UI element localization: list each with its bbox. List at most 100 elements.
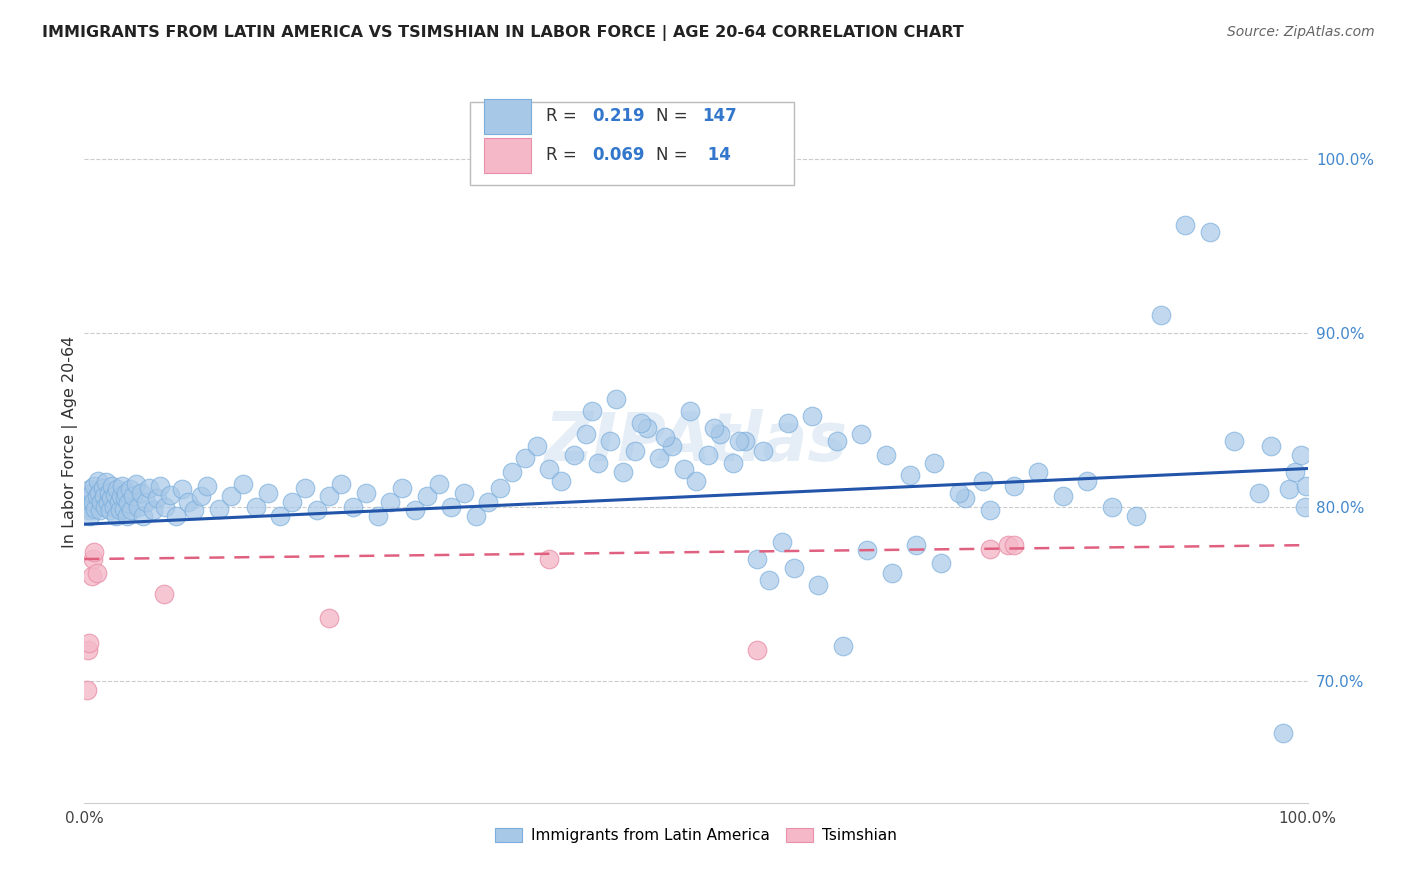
Point xyxy=(115,508,138,523)
Point xyxy=(654,430,676,444)
Point xyxy=(801,409,824,424)
Point xyxy=(586,456,609,470)
Point xyxy=(538,461,561,475)
Point xyxy=(105,508,128,523)
Point xyxy=(82,494,104,508)
Point xyxy=(83,545,105,559)
Point xyxy=(1150,308,1173,322)
Point xyxy=(776,417,799,431)
Point xyxy=(87,486,110,500)
Text: ZIPAtlas: ZIPAtlas xyxy=(544,409,848,475)
Point xyxy=(79,483,101,497)
Text: N =: N = xyxy=(655,107,693,125)
Text: R =: R = xyxy=(546,146,582,164)
Point xyxy=(599,434,621,448)
Point xyxy=(697,448,720,462)
Point xyxy=(183,503,205,517)
Point xyxy=(1052,489,1074,503)
Text: Source: ZipAtlas.com: Source: ZipAtlas.com xyxy=(1227,25,1375,39)
Point xyxy=(159,488,181,502)
Text: 14: 14 xyxy=(702,146,731,164)
Point xyxy=(111,479,134,493)
Point xyxy=(1198,225,1220,239)
Point xyxy=(630,417,652,431)
Point xyxy=(734,434,756,448)
Point xyxy=(77,635,100,649)
Point xyxy=(145,491,167,505)
Point xyxy=(1076,474,1098,488)
Point xyxy=(581,404,603,418)
Point xyxy=(948,486,970,500)
Point xyxy=(122,489,145,503)
Point xyxy=(257,486,280,500)
Point xyxy=(129,486,152,500)
Point xyxy=(1278,483,1301,497)
Point xyxy=(153,587,176,601)
Point xyxy=(679,404,702,418)
Point xyxy=(165,508,187,523)
Point xyxy=(138,481,160,495)
Point xyxy=(380,494,402,508)
Point xyxy=(76,682,98,697)
Point xyxy=(318,611,340,625)
Point xyxy=(898,468,921,483)
Point xyxy=(979,503,1001,517)
Point xyxy=(84,501,107,516)
Point xyxy=(195,479,218,493)
Point xyxy=(76,500,98,514)
Point xyxy=(612,465,634,479)
Point xyxy=(100,491,122,505)
Text: R =: R = xyxy=(546,107,582,125)
Point xyxy=(427,477,450,491)
Point xyxy=(132,508,155,523)
Point xyxy=(905,538,928,552)
Point xyxy=(112,501,135,516)
Point xyxy=(672,461,695,475)
Point xyxy=(972,474,994,488)
Point xyxy=(91,481,114,495)
Point xyxy=(997,538,1019,552)
Point xyxy=(856,543,879,558)
Point xyxy=(190,489,212,503)
Point xyxy=(120,503,142,517)
Point xyxy=(232,477,254,491)
Text: 0.069: 0.069 xyxy=(592,146,644,164)
Text: N =: N = xyxy=(655,146,693,164)
Point xyxy=(1272,726,1295,740)
Point xyxy=(440,500,463,514)
Point xyxy=(77,503,100,517)
Point xyxy=(219,489,242,503)
Point xyxy=(153,500,176,514)
Point xyxy=(177,494,200,508)
Point xyxy=(80,486,103,500)
Point xyxy=(294,481,316,495)
Point xyxy=(752,444,775,458)
Legend: Immigrants from Latin America, Tsimshian: Immigrants from Latin America, Tsimshian xyxy=(489,822,903,849)
Point xyxy=(135,494,157,508)
Point xyxy=(783,561,806,575)
Point xyxy=(127,500,149,514)
Point xyxy=(550,474,572,488)
Text: 147: 147 xyxy=(702,107,737,125)
Point xyxy=(770,534,793,549)
Point xyxy=(118,483,141,497)
Point xyxy=(82,552,104,566)
FancyBboxPatch shape xyxy=(484,99,531,134)
Point xyxy=(86,489,108,503)
Point xyxy=(114,491,136,505)
Point xyxy=(367,508,389,523)
Point xyxy=(115,486,138,500)
Bar xyxy=(470,102,794,185)
Point xyxy=(77,491,100,505)
Point xyxy=(89,503,111,517)
Point xyxy=(142,503,165,517)
Point xyxy=(1002,479,1025,493)
Point xyxy=(269,508,291,523)
Point xyxy=(709,426,731,441)
Point xyxy=(86,566,108,580)
Point xyxy=(354,486,377,500)
Point xyxy=(391,481,413,495)
Point xyxy=(1028,465,1050,479)
Point xyxy=(330,477,353,491)
Point xyxy=(1295,479,1317,493)
